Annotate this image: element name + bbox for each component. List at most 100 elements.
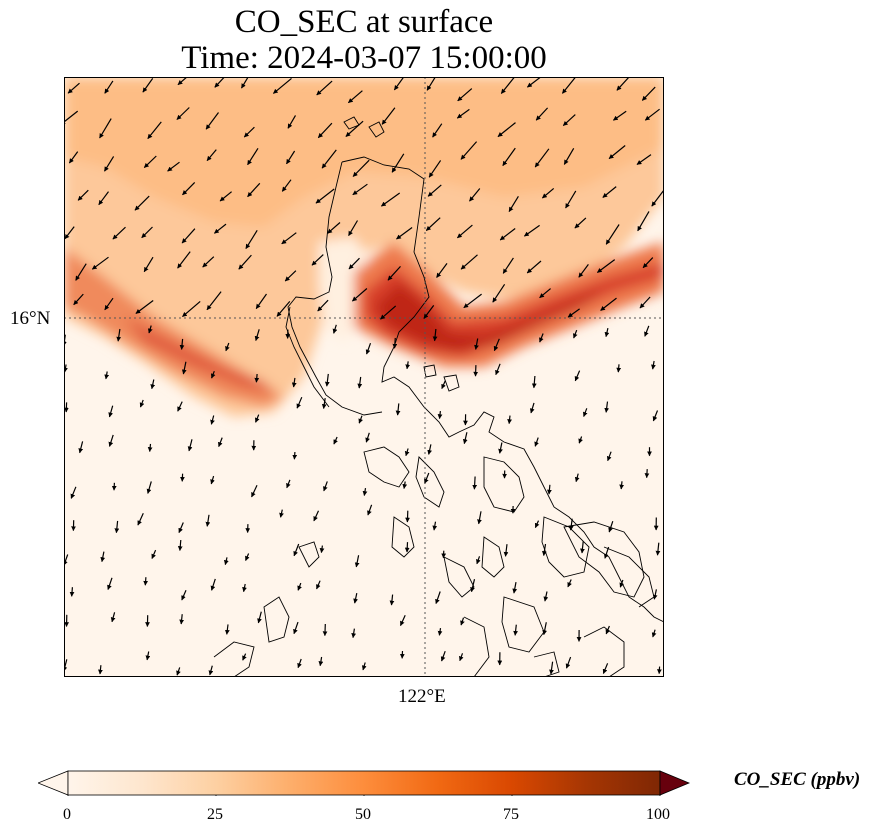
wind-arrow bbox=[313, 510, 320, 522]
wind-arrow bbox=[437, 411, 443, 420]
wind-arrow bbox=[608, 521, 614, 533]
wind-arrow bbox=[114, 520, 120, 534]
wind-arrow bbox=[147, 325, 153, 334]
wind-arrow bbox=[297, 582, 302, 591]
wind-arrow bbox=[651, 629, 657, 638]
wind-arrow bbox=[535, 107, 549, 121]
wind-arrow bbox=[147, 121, 162, 139]
wind-arrow bbox=[276, 301, 291, 317]
wind-arrow bbox=[187, 439, 193, 452]
colorbar-tick-75: 75 bbox=[503, 806, 519, 823]
wind-arrow bbox=[315, 188, 335, 204]
colorbar-extend-low bbox=[38, 770, 69, 796]
wind-arrow bbox=[181, 590, 187, 601]
wind-arrow bbox=[462, 432, 468, 445]
wind-arrow bbox=[426, 77, 436, 91]
wind-arrow bbox=[534, 437, 539, 447]
wind-arrow bbox=[562, 114, 576, 127]
gridlines bbox=[64, 77, 664, 677]
wind-arrow bbox=[498, 442, 503, 454]
wind-arrow bbox=[78, 441, 84, 454]
wind-arrow bbox=[644, 469, 650, 479]
wind-arrow bbox=[503, 544, 509, 557]
wind-arrow bbox=[405, 361, 411, 370]
wind-arrow bbox=[524, 224, 540, 237]
wind-arrow bbox=[655, 542, 661, 556]
wind-arrow bbox=[319, 545, 325, 554]
wind-arrow bbox=[68, 151, 79, 164]
wind-arrow bbox=[210, 370, 216, 379]
lat-tick-label: 16°N bbox=[10, 308, 51, 329]
wind-arrow bbox=[457, 88, 473, 102]
wind-arrow bbox=[177, 251, 191, 269]
wind-arrow bbox=[582, 408, 588, 417]
wind-arrow bbox=[251, 485, 258, 498]
wind-arrow bbox=[348, 257, 360, 270]
wind-arrow bbox=[345, 120, 364, 137]
wind-arrow bbox=[139, 399, 145, 408]
wind-arrow bbox=[116, 328, 122, 342]
wind-arrow bbox=[440, 650, 446, 662]
wind-arrow bbox=[281, 179, 292, 192]
wind-arrow bbox=[67, 82, 80, 94]
wind-arrow bbox=[428, 160, 442, 178]
wind-arrow bbox=[603, 546, 610, 559]
wind-arrow bbox=[472, 476, 478, 490]
wind-arrow bbox=[404, 542, 410, 553]
wind-arrow bbox=[381, 192, 401, 207]
wind-arrow bbox=[563, 147, 575, 165]
wind-arrow bbox=[652, 410, 659, 422]
wind-arrow bbox=[292, 451, 298, 460]
wind-arrow bbox=[402, 481, 408, 489]
wind-arrow bbox=[435, 591, 441, 605]
wind-arrow bbox=[365, 432, 370, 443]
wind-arrow bbox=[526, 260, 542, 274]
wind-arrow bbox=[108, 405, 114, 418]
wind-arrow bbox=[98, 665, 103, 675]
wind-arrow bbox=[143, 155, 157, 169]
wind-arrow bbox=[513, 624, 518, 636]
wind-arrow bbox=[500, 77, 516, 94]
wind-arrow bbox=[606, 451, 612, 462]
wind-arrow bbox=[182, 181, 196, 196]
wind-arrow bbox=[456, 108, 470, 119]
wind-arrow bbox=[273, 77, 292, 94]
colorbar-tick-0: 0 bbox=[63, 806, 71, 823]
wind-arrow bbox=[182, 300, 201, 318]
wind-arrow bbox=[100, 551, 106, 563]
wind-arrow bbox=[202, 256, 215, 268]
wind-arrow bbox=[460, 254, 478, 270]
wind-arrow bbox=[578, 264, 589, 278]
wind-arrow bbox=[474, 338, 479, 350]
wind-arrow bbox=[225, 342, 230, 352]
wind-arrow bbox=[177, 77, 188, 86]
wind-arrow bbox=[214, 223, 227, 234]
wind-arrow bbox=[70, 486, 77, 499]
wind-arrow bbox=[324, 373, 330, 387]
wind-arrow bbox=[387, 265, 401, 281]
wind-arrow bbox=[531, 375, 537, 389]
wind-arrow bbox=[218, 437, 223, 448]
wind-arrow bbox=[642, 257, 654, 269]
colorbar-extend-high bbox=[659, 770, 690, 796]
wind-arrow bbox=[604, 401, 610, 413]
wind-arrow bbox=[597, 259, 616, 273]
wind-arrow bbox=[112, 226, 126, 240]
wind-arrow bbox=[178, 522, 184, 534]
wind-arrow bbox=[549, 661, 554, 675]
wind-arrow bbox=[580, 541, 585, 554]
wind-arrow bbox=[321, 398, 327, 409]
wind-arrow bbox=[179, 338, 185, 350]
wind-arrow bbox=[616, 364, 622, 373]
wind-arrow bbox=[296, 396, 303, 409]
map-panel bbox=[64, 77, 664, 677]
wind-arrow bbox=[142, 78, 154, 93]
wind-arrow bbox=[219, 191, 232, 202]
wind-arrow bbox=[223, 557, 229, 566]
wind-arrow bbox=[561, 77, 576, 94]
wind-arrow bbox=[657, 666, 662, 675]
wind-arrow bbox=[605, 224, 620, 245]
wind-arrow bbox=[641, 86, 656, 101]
wind-arrow bbox=[210, 415, 215, 425]
wind-arrow bbox=[348, 90, 363, 104]
